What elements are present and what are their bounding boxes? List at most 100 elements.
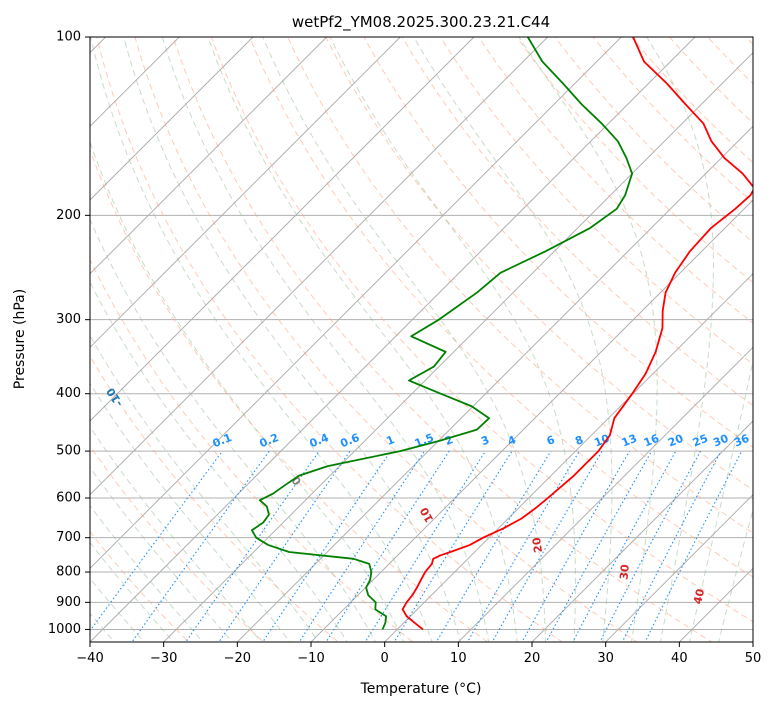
mixing-ratio-label: 2 bbox=[443, 433, 455, 448]
dry-adiabat bbox=[516, 37, 753, 284]
x-tick-label: 0 bbox=[381, 651, 389, 666]
isotherm-gridline bbox=[236, 125, 753, 642]
mixing-ratio-label: 30 bbox=[711, 432, 730, 450]
mixing-ratio-label: 20 bbox=[666, 432, 685, 450]
moist-adiabat bbox=[413, 37, 613, 642]
y-tick-label: 800 bbox=[56, 565, 81, 580]
mixing-ratio-label: 25 bbox=[691, 432, 710, 450]
mixing-ratio-line bbox=[435, 450, 552, 642]
mixing-ratio-label: 16 bbox=[642, 432, 661, 450]
dry-adiabat bbox=[90, 531, 190, 642]
dry-adiabat bbox=[134, 37, 638, 642]
x-tick-label: 40 bbox=[671, 651, 688, 666]
moist-adiabat bbox=[207, 37, 518, 642]
moist-adiabat bbox=[90, 466, 233, 642]
plot-frame bbox=[89, 36, 754, 643]
mixing-ratio-label: 13 bbox=[620, 432, 639, 450]
isotherm-gridline bbox=[457, 346, 753, 642]
axes: −40 −30 −20 −10 0 10 20 30 40 50 100 200 300 400 500 60… bbox=[48, 30, 761, 667]
y-tick-label: 700 bbox=[56, 530, 81, 545]
dry-adiabat bbox=[90, 148, 489, 642]
moist-adiabat-label: 40 bbox=[691, 587, 707, 605]
dry-adiabat bbox=[363, 37, 753, 448]
mixing-ratio-label: 1 bbox=[385, 433, 397, 448]
mixing-ratio-label: 10 bbox=[592, 432, 611, 450]
isotherm-gridline bbox=[90, 37, 549, 496]
isotherm-gridline bbox=[90, 37, 623, 570]
profile-series bbox=[250, 37, 753, 631]
x-axis-label: Temperature (°C) bbox=[360, 681, 482, 697]
dry-adiabat bbox=[90, 445, 265, 642]
mixing-ratio-label: 36 bbox=[732, 432, 751, 450]
y-tick-label: 900 bbox=[56, 595, 81, 610]
y-tick-label: 500 bbox=[56, 444, 81, 459]
moist-adiabat-label: 20 bbox=[530, 536, 545, 553]
x-tick-label: −30 bbox=[150, 651, 177, 666]
moist-adiabat bbox=[90, 140, 405, 642]
mixing-ratio-label: 8 bbox=[573, 433, 585, 448]
dry-adiabat bbox=[401, 37, 753, 406]
mixing-ratio-line bbox=[491, 450, 603, 642]
mixing-ratio-line bbox=[90, 450, 223, 632]
y-tick-label: 200 bbox=[56, 208, 81, 223]
moist-adiabat bbox=[90, 334, 320, 642]
dry-adiabat bbox=[248, 37, 753, 578]
y-tick-label: 1000 bbox=[48, 622, 81, 637]
y-tick-label: 600 bbox=[56, 491, 81, 506]
moist-adiabat bbox=[518, 37, 658, 642]
mixing-ratio-line bbox=[599, 450, 702, 642]
isotherm-gridline bbox=[310, 199, 753, 642]
mixing-ratio-line bbox=[521, 450, 630, 642]
x-tick-label: 50 bbox=[745, 651, 762, 666]
moist-adiabat bbox=[689, 358, 753, 642]
mixing-ratio-line bbox=[298, 450, 425, 642]
y-tick-label: 400 bbox=[56, 386, 81, 401]
x-tick-label: 20 bbox=[524, 651, 541, 666]
isotherm-gridline bbox=[531, 420, 753, 642]
dry-adiabat bbox=[325, 37, 753, 491]
mixing-ratio-line bbox=[218, 450, 351, 642]
moist-adiabat bbox=[646, 37, 714, 642]
dry-adiabat bbox=[96, 37, 564, 642]
isotherm-gridline bbox=[90, 37, 181, 128]
moist-adiabat bbox=[718, 507, 753, 642]
moist-adiabat bbox=[161, 37, 490, 642]
isotherm-gridline bbox=[90, 37, 254, 201]
isotherm-gridline bbox=[383, 272, 753, 642]
moist-adiabat bbox=[90, 382, 291, 642]
y-axis-label: Pressure (hPa) bbox=[12, 289, 28, 389]
moist-adiabat bbox=[90, 37, 433, 642]
dry-adiabat bbox=[90, 258, 414, 642]
temperature-profile bbox=[401, 37, 753, 631]
dry-adiabat bbox=[172, 37, 713, 642]
mixing-ratio-line bbox=[364, 450, 486, 642]
mixing-ratio-line bbox=[572, 450, 677, 642]
y-tick-label: 300 bbox=[56, 312, 81, 327]
x-tick-label: −40 bbox=[76, 651, 103, 666]
moist-adiabat bbox=[262, 37, 546, 642]
dry-adiabat bbox=[210, 37, 753, 623]
isotherm-gridline bbox=[90, 37, 475, 422]
moist-adiabat bbox=[90, 280, 348, 642]
background-grid bbox=[90, 37, 753, 642]
mixing-ratio-line bbox=[262, 450, 392, 642]
dry-adiabat bbox=[287, 37, 753, 534]
mixing-ratio-line bbox=[131, 450, 270, 642]
isotherm-gridline bbox=[90, 37, 696, 642]
mixing-ratio-line bbox=[466, 450, 580, 642]
mixing-ratio-line bbox=[393, 450, 513, 642]
x-tick-label: −20 bbox=[224, 651, 251, 666]
isotherm-gridline bbox=[604, 493, 753, 642]
x-tick-label: −10 bbox=[297, 651, 324, 666]
x-tick-label: 10 bbox=[450, 651, 467, 666]
dry-adiabat bbox=[90, 355, 339, 642]
moist-adiabat-label: 30 bbox=[617, 563, 632, 580]
moist-adiabat bbox=[90, 425, 262, 642]
y-tick-label: 100 bbox=[56, 30, 81, 45]
x-tick-label: 30 bbox=[597, 651, 614, 666]
mixing-ratio-line bbox=[545, 450, 653, 642]
moist-adiabat bbox=[90, 218, 377, 642]
chart-title: wetPf2_YM08.2025.300.23.21.C44 bbox=[292, 13, 550, 32]
